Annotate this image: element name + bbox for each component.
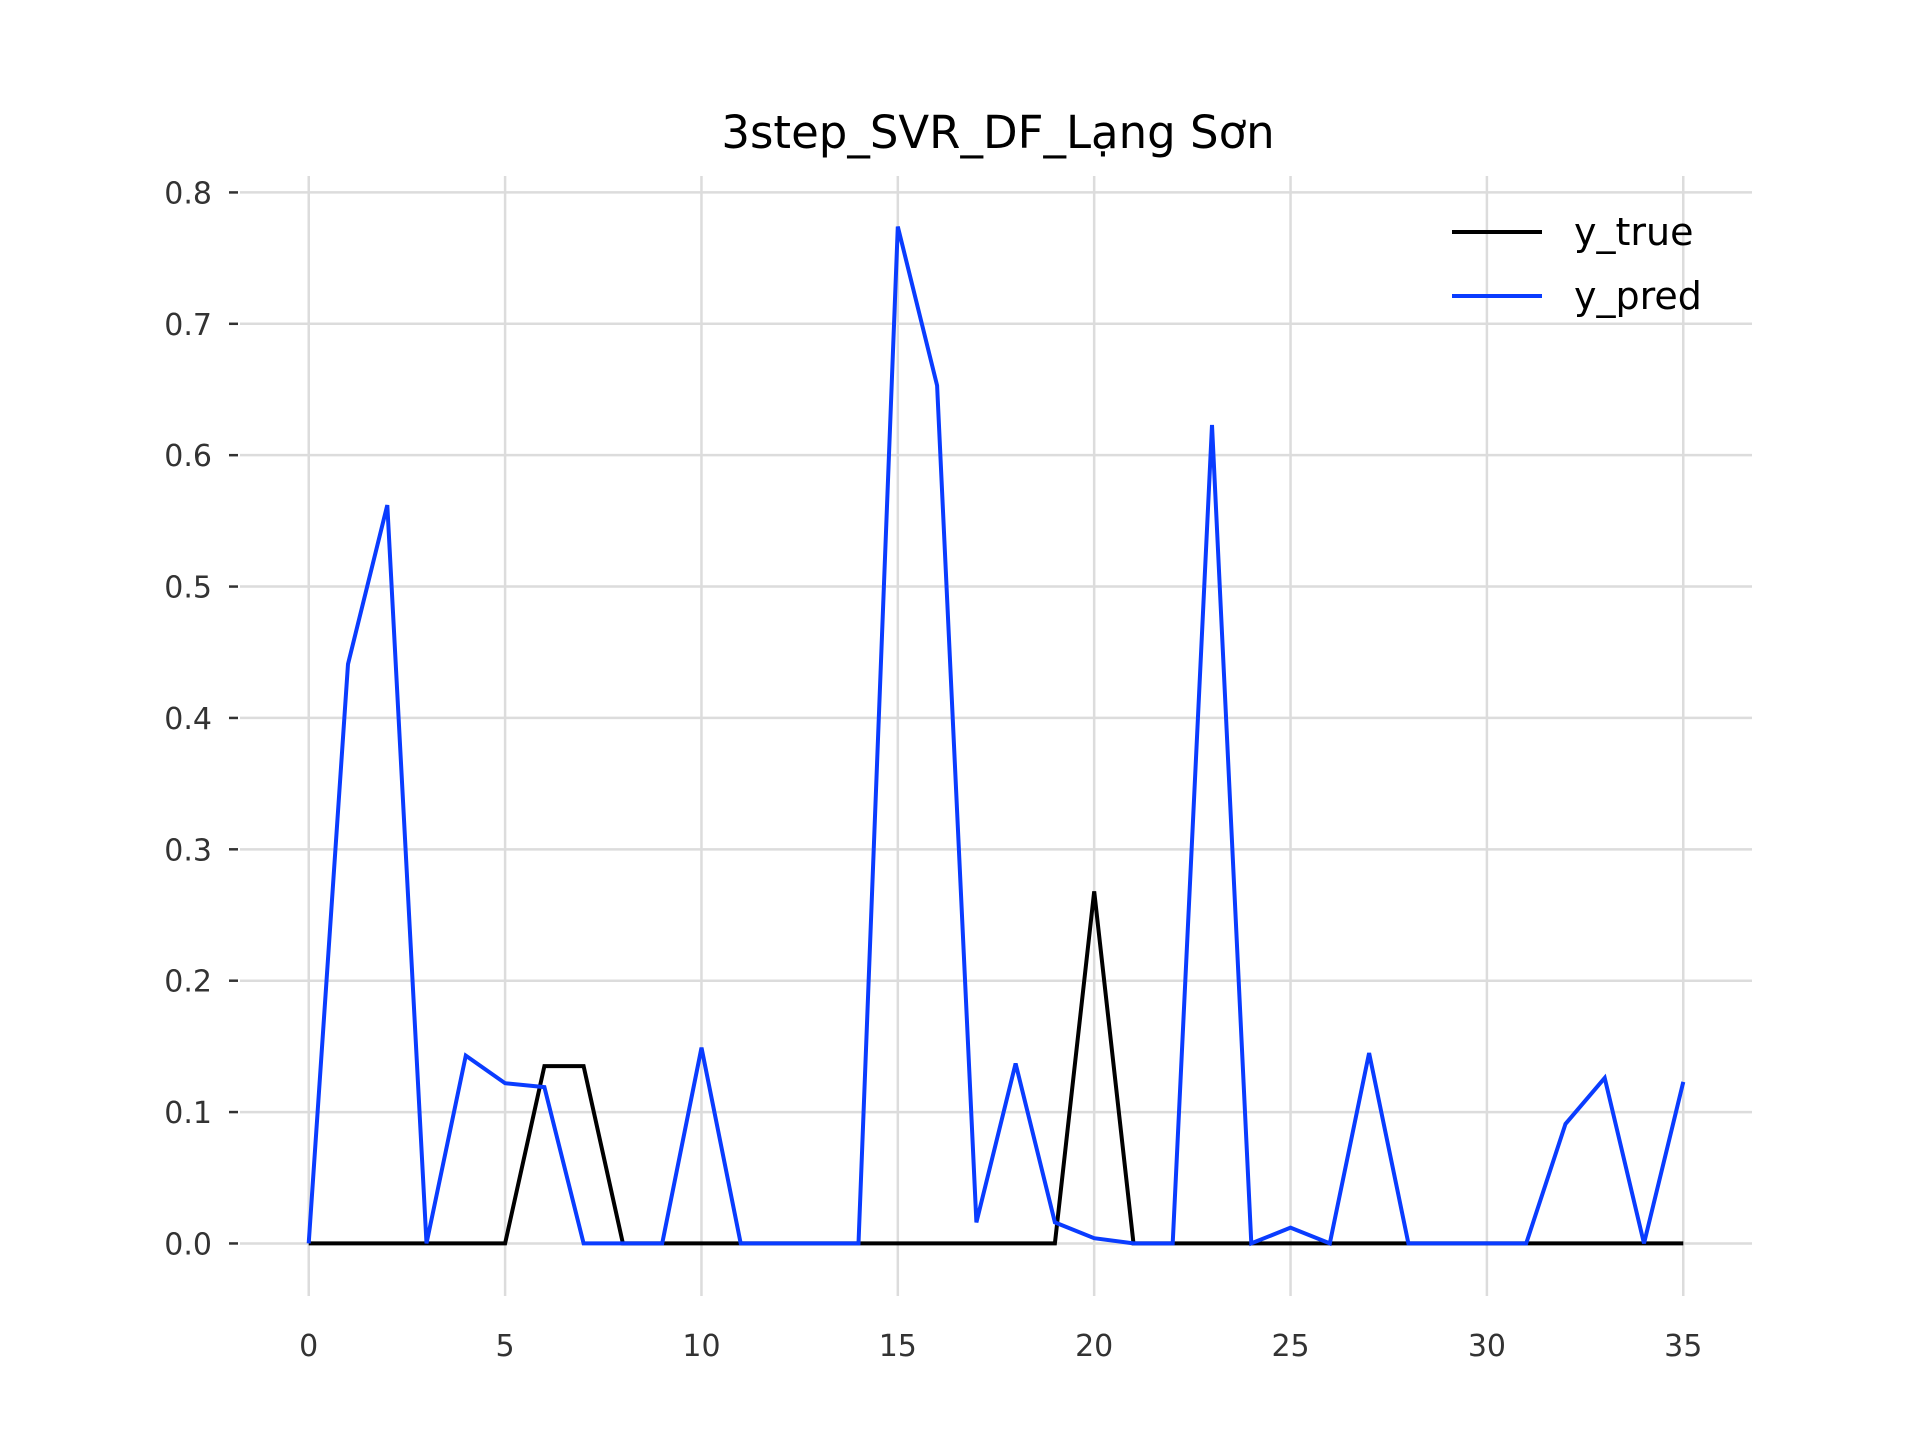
legend-label-y-pred: y_pred xyxy=(1574,274,1702,318)
x-tick-label: 35 xyxy=(1664,1329,1702,1364)
series-line-y-true xyxy=(308,891,1684,1246)
x-tick-label: 15 xyxy=(879,1329,917,1364)
y-tick-label: 0.3 xyxy=(164,833,212,868)
y-tick-label: 0.8 xyxy=(164,176,212,211)
x-tick-label: 10 xyxy=(682,1329,720,1364)
y-tick-label: 0.4 xyxy=(164,702,212,737)
y-axis: 0.0 0.1 0.2 0.3 0.4 0.5 0.6 0.7 0.8 xyxy=(164,176,238,1262)
y-tick-label: 0.6 xyxy=(164,439,212,474)
y-tick-label: 0.5 xyxy=(164,571,212,606)
x-axis: 0 5 10 15 20 25 30 35 xyxy=(299,1329,1702,1364)
y-tick-label: 0.2 xyxy=(164,965,212,1000)
x-tick-label: 30 xyxy=(1468,1329,1506,1364)
legend: y_true y_pred xyxy=(1452,210,1702,318)
legend-label-y-true: y_true xyxy=(1574,210,1693,254)
chart-title: 3step_SVR_DF_Lạng Sơn xyxy=(721,106,1274,159)
y-tick-label: 0.7 xyxy=(164,308,212,343)
x-tick-label: 25 xyxy=(1271,1329,1309,1364)
y-tick-label: 0.0 xyxy=(164,1227,212,1262)
x-tick-label: 0 xyxy=(299,1329,318,1364)
grid xyxy=(240,176,1752,1296)
y-tick-label: 0.1 xyxy=(164,1096,212,1131)
x-tick-label: 5 xyxy=(496,1329,515,1364)
x-tick-label: 20 xyxy=(1075,1329,1113,1364)
series-layer xyxy=(306,226,1686,1247)
series-line-y-pred xyxy=(306,226,1686,1247)
